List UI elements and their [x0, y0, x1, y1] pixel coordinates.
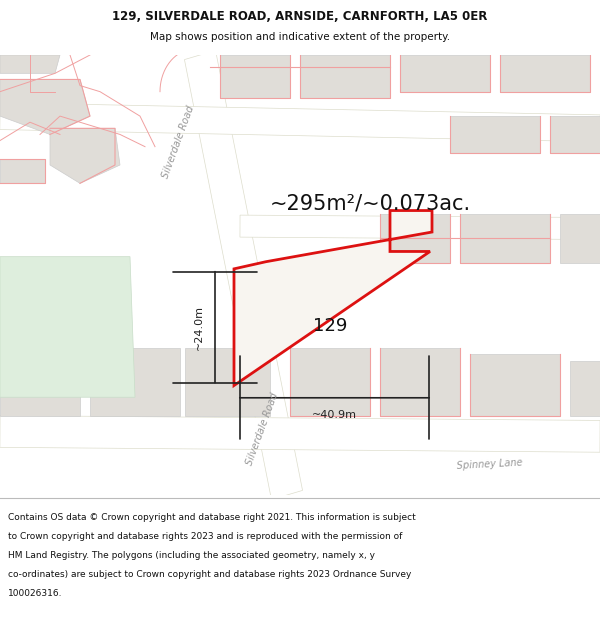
- Polygon shape: [50, 128, 120, 183]
- Text: 100026316.: 100026316.: [8, 589, 62, 598]
- Polygon shape: [220, 55, 290, 98]
- Polygon shape: [184, 51, 302, 499]
- Polygon shape: [550, 116, 600, 152]
- Text: to Crown copyright and database rights 2023 and is reproduced with the permissio: to Crown copyright and database rights 2…: [8, 532, 403, 541]
- Polygon shape: [0, 416, 600, 452]
- Polygon shape: [90, 348, 180, 416]
- Text: co-ordinates) are subject to Crown copyright and database rights 2023 Ordnance S: co-ordinates) are subject to Crown copyr…: [8, 570, 412, 579]
- Text: Contains OS data © Crown copyright and database right 2021. This information is : Contains OS data © Crown copyright and d…: [8, 513, 416, 522]
- Polygon shape: [300, 55, 390, 98]
- Polygon shape: [0, 257, 135, 398]
- Polygon shape: [560, 214, 600, 262]
- Polygon shape: [380, 348, 460, 416]
- Polygon shape: [570, 361, 600, 416]
- Text: Map shows position and indicative extent of the property.: Map shows position and indicative extent…: [150, 32, 450, 42]
- Polygon shape: [240, 215, 600, 239]
- Polygon shape: [450, 116, 540, 152]
- Polygon shape: [0, 102, 600, 142]
- Polygon shape: [0, 159, 45, 183]
- Text: ~295m²/~0.073ac.: ~295m²/~0.073ac.: [269, 193, 470, 213]
- Text: ~24.0m: ~24.0m: [194, 304, 204, 349]
- Polygon shape: [0, 348, 80, 416]
- Polygon shape: [400, 55, 490, 92]
- Text: ~40.9m: ~40.9m: [312, 410, 357, 420]
- Polygon shape: [234, 211, 432, 386]
- Text: 129: 129: [313, 317, 347, 335]
- Polygon shape: [0, 79, 90, 134]
- Text: Silverdale Road: Silverdale Road: [244, 391, 280, 466]
- Polygon shape: [470, 354, 560, 416]
- Polygon shape: [380, 214, 450, 262]
- Text: Spinney Lane: Spinney Lane: [457, 458, 523, 471]
- Polygon shape: [185, 348, 270, 416]
- Polygon shape: [500, 55, 590, 92]
- Text: Silverdale Road: Silverdale Road: [160, 104, 196, 180]
- Polygon shape: [290, 348, 370, 416]
- Text: HM Land Registry. The polygons (including the associated geometry, namely x, y: HM Land Registry. The polygons (includin…: [8, 551, 375, 560]
- Polygon shape: [460, 214, 550, 262]
- Text: 129, SILVERDALE ROAD, ARNSIDE, CARNFORTH, LA5 0ER: 129, SILVERDALE ROAD, ARNSIDE, CARNFORTH…: [112, 11, 488, 24]
- Polygon shape: [0, 55, 60, 73]
